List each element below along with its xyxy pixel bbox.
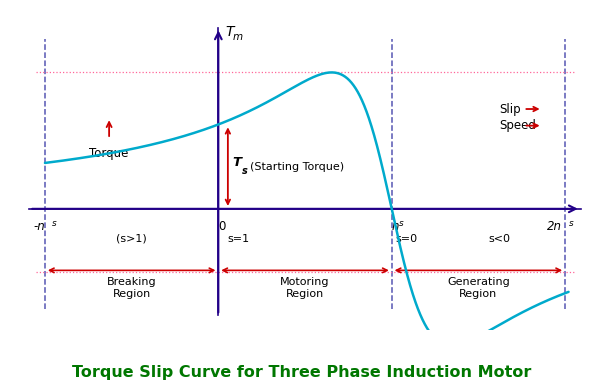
Text: Slip: Slip (499, 103, 521, 116)
Text: Speed: Speed (499, 119, 536, 132)
Text: Breaking
Region: Breaking Region (107, 277, 156, 299)
Text: -n: -n (33, 220, 45, 233)
Text: s: s (568, 219, 573, 228)
Text: (s>1): (s>1) (117, 234, 147, 244)
Text: 0: 0 (218, 220, 226, 233)
Text: s<0: s<0 (488, 234, 510, 244)
Text: s=1: s=1 (227, 234, 249, 244)
Text: m: m (233, 31, 243, 41)
Text: s: s (399, 219, 403, 228)
Text: Motoring
Region: Motoring Region (280, 277, 330, 299)
Text: n: n (392, 220, 399, 233)
Text: T: T (232, 156, 241, 169)
Text: s: s (52, 219, 57, 228)
Text: Torque: Torque (89, 147, 129, 160)
Text: Generating
Region: Generating Region (447, 277, 510, 299)
Text: Torque Slip Curve for Three Phase Induction Motor: Torque Slip Curve for Three Phase Induct… (72, 365, 532, 380)
Text: 2n: 2n (547, 220, 562, 233)
Text: s: s (242, 166, 248, 176)
Text: (Starting Torque): (Starting Torque) (249, 162, 344, 172)
Text: s=0: s=0 (395, 234, 417, 244)
Text: T: T (225, 25, 234, 39)
